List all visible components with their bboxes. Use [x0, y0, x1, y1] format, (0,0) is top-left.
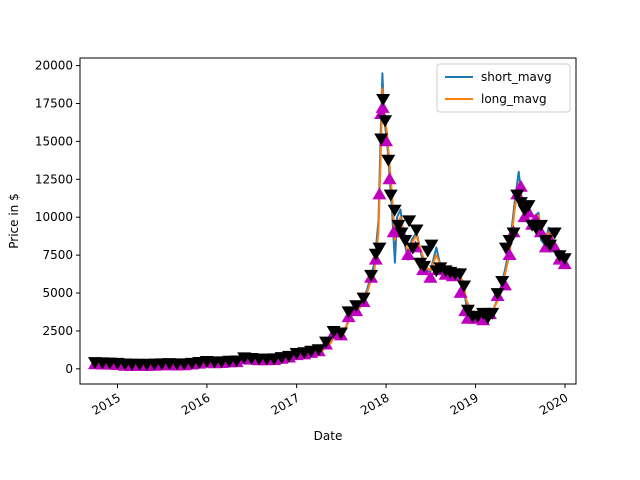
y-tick-label: 10000	[35, 210, 73, 224]
sell-marker	[398, 235, 413, 247]
buy-marker	[382, 172, 397, 185]
sell-marker	[372, 242, 387, 255]
sell-markers	[87, 94, 572, 371]
legend: short_mavg long_mavg	[436, 63, 571, 113]
legend-label-long-mavg: long_mavg	[481, 92, 547, 106]
sell-marker	[557, 253, 572, 266]
sell-marker	[513, 197, 528, 210]
sell-marker	[349, 300, 364, 313]
sell-marker	[364, 269, 379, 282]
sell-marker	[409, 224, 424, 237]
x-axis-label: Date	[314, 429, 343, 443]
y-tick-label: 20000	[35, 59, 73, 73]
y-tick-label: 12500	[35, 172, 73, 186]
sell-marker	[356, 292, 371, 305]
sell-marker	[405, 242, 420, 255]
sell-marker	[402, 215, 417, 228]
sell-marker	[433, 262, 448, 275]
y-tick-label: 17500	[35, 96, 73, 110]
sell-marker	[424, 239, 439, 252]
y-axis-label: Price in $	[7, 193, 21, 248]
y-tick-label: 7500	[42, 248, 73, 262]
y-tick-label: 5000	[42, 286, 73, 300]
sell-marker	[391, 219, 406, 232]
sell-marker	[453, 268, 468, 281]
buy-marker	[401, 248, 416, 261]
buy-marker	[513, 179, 528, 192]
sell-marker	[495, 275, 510, 288]
y-tick-label: 0	[65, 362, 73, 376]
legend-label-short-mavg: short_mavg	[481, 70, 552, 84]
y-tick-label: 15000	[35, 134, 73, 148]
buy-marker	[502, 248, 517, 261]
buy-marker	[375, 101, 390, 113]
sell-marker	[457, 280, 472, 293]
sell-marker	[333, 327, 348, 340]
sell-marker	[417, 260, 432, 273]
y-axis: 0 2500 5000 7500 10000 12500 15000 17500 20000	[35, 59, 80, 376]
sell-marker	[374, 133, 389, 146]
sell-marker	[378, 115, 393, 128]
buy-marker	[423, 270, 438, 283]
sell-marker	[521, 200, 536, 213]
sell-marker	[394, 227, 409, 240]
sell-marker	[490, 288, 505, 301]
sell-marker	[381, 154, 396, 167]
sell-marker	[506, 227, 521, 240]
sell-marker	[387, 204, 402, 217]
sell-marker	[510, 189, 525, 202]
sell-marker	[311, 344, 326, 357]
sell-marker	[376, 94, 391, 106]
sell-marker	[547, 227, 562, 240]
y-tick-label: 2500	[42, 324, 73, 338]
sell-marker	[341, 306, 356, 319]
buy-marker	[372, 187, 387, 200]
axes-frame	[79, 57, 577, 385]
sell-marker	[383, 189, 398, 202]
buy-marker	[379, 134, 394, 147]
buy-marker	[497, 278, 512, 291]
buy-marker	[453, 286, 468, 298]
sell-marker	[282, 350, 297, 363]
sell-marker	[543, 239, 558, 252]
sell-marker	[460, 304, 475, 317]
sell-marker	[485, 307, 500, 320]
sell-marker	[229, 355, 244, 368]
sell-marker	[319, 336, 334, 349]
sell-marker	[533, 219, 548, 232]
